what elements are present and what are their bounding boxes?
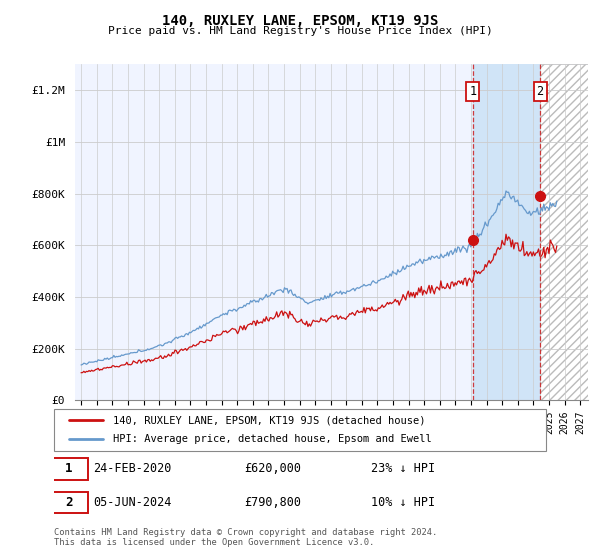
Text: 140, RUXLEY LANE, EPSOM, KT19 9JS: 140, RUXLEY LANE, EPSOM, KT19 9JS <box>162 14 438 28</box>
Text: 1: 1 <box>65 463 72 475</box>
Bar <box>540 64 600 400</box>
Text: 24-FEB-2020: 24-FEB-2020 <box>94 463 172 475</box>
Text: 10% ↓ HPI: 10% ↓ HPI <box>371 496 435 509</box>
Text: £790,800: £790,800 <box>244 496 301 509</box>
Text: 2: 2 <box>536 85 544 98</box>
FancyBboxPatch shape <box>49 458 88 480</box>
Text: 140, RUXLEY LANE, EPSOM, KT19 9JS (detached house): 140, RUXLEY LANE, EPSOM, KT19 9JS (detac… <box>113 415 425 425</box>
Text: HPI: Average price, detached house, Epsom and Ewell: HPI: Average price, detached house, Epso… <box>113 435 432 445</box>
FancyBboxPatch shape <box>54 409 546 451</box>
Text: Price paid vs. HM Land Registry's House Price Index (HPI): Price paid vs. HM Land Registry's House … <box>107 26 493 36</box>
Text: Contains HM Land Registry data © Crown copyright and database right 2024.
This d: Contains HM Land Registry data © Crown c… <box>54 528 437 547</box>
Text: 05-JUN-2024: 05-JUN-2024 <box>94 496 172 509</box>
FancyBboxPatch shape <box>49 492 88 514</box>
Text: 1: 1 <box>469 85 476 98</box>
Text: £620,000: £620,000 <box>244 463 301 475</box>
Text: 2: 2 <box>65 496 72 509</box>
Text: 23% ↓ HPI: 23% ↓ HPI <box>371 463 435 475</box>
Bar <box>473 64 540 400</box>
Bar <box>540 64 600 400</box>
